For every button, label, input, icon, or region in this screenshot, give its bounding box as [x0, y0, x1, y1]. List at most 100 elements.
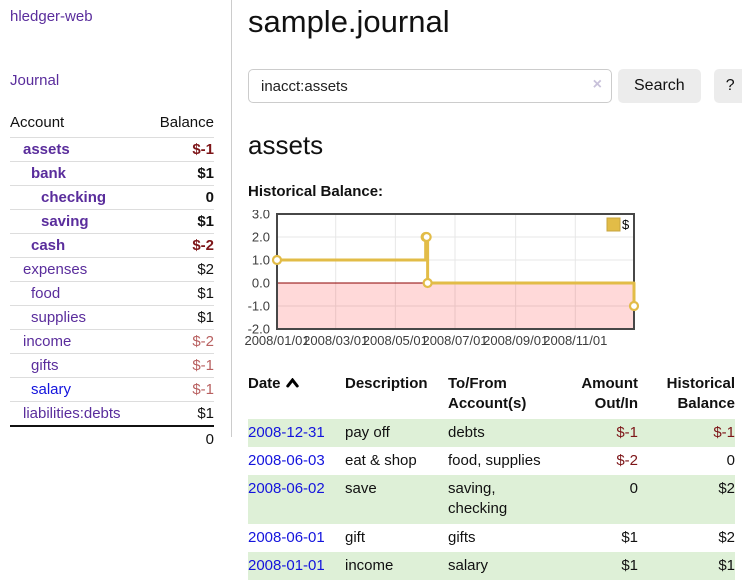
transaction-date-link[interactable]: 2008-06-02 [248, 480, 325, 497]
svg-text:2008/05/01: 2008/05/01 [363, 333, 428, 348]
account-row: bank $1 [10, 161, 214, 186]
account-balance: $-1 [192, 141, 214, 158]
transaction-balance: 0 [726, 451, 735, 469]
transaction-balance: $-1 [713, 423, 735, 441]
account-balance: $-1 [192, 381, 214, 398]
transaction-amount: $1 [621, 556, 638, 574]
transaction-description: gift [345, 528, 366, 546]
account-row: assets $-1 [10, 137, 214, 162]
transaction-date-link[interactable]: 2008-06-01 [248, 528, 325, 546]
brand-link[interactable]: hledger-web [10, 8, 93, 25]
account-balance: $1 [197, 405, 214, 422]
register-header-row: Date Description To/From Account(s) Amou… [248, 372, 735, 419]
register-header-date-label: Date [248, 375, 281, 392]
transaction-description: eat & shop [345, 451, 417, 469]
account-row: gifts $-1 [10, 353, 214, 378]
register-header-balance: Historical Balance [666, 375, 735, 413]
sidebar: hledger-web Journal Account Balance asse… [0, 0, 232, 448]
search-button[interactable]: Search [618, 69, 701, 103]
transaction-amount: 0 [629, 480, 638, 497]
chart-svg: $3.0 2.0 1.0 0.0 -1.0 -2.02008/01/012008/03/0… [244, 210, 640, 348]
accounts-header-account: Account [10, 114, 65, 131]
svg-text:2008/01/01: 2008/01/01 [244, 333, 309, 348]
accounts-header-balance: Balance [159, 114, 214, 131]
account-link-expenses[interactable]: expenses [23, 261, 88, 278]
transaction-balance: $2 [718, 528, 735, 546]
account-link-gifts[interactable]: gifts [31, 357, 59, 374]
transaction-description: save [345, 480, 377, 497]
transaction-description: pay off [345, 423, 390, 441]
account-link-income[interactable]: income [23, 333, 72, 350]
accounts-total-row: 0 [10, 426, 214, 452]
transaction-accounts: saving, checking [448, 480, 508, 518]
svg-text:1.0: 1.0 [252, 253, 270, 268]
account-link-supplies[interactable]: supplies [31, 309, 87, 326]
account-row: checking 0 [10, 185, 214, 210]
account-balance: $1 [197, 213, 214, 230]
transaction-date-link[interactable]: 2008-06-03 [248, 451, 325, 469]
transaction-amount: $-1 [616, 423, 638, 441]
account-balance: $1 [197, 285, 214, 302]
account-balance: $1 [197, 309, 214, 326]
svg-text:2008/09/01: 2008/09/01 [483, 333, 548, 348]
svg-text:2008/03/01: 2008/03/01 [303, 333, 368, 348]
transaction-accounts: gifts [448, 528, 476, 546]
transaction-date-link[interactable]: 2008-12-31 [248, 423, 325, 441]
transaction-accounts: food, supplies [448, 451, 541, 469]
account-link-saving[interactable]: saving [41, 213, 89, 230]
account-balance: $2 [197, 261, 214, 278]
account-link-liabilities-debts[interactable]: liabilities:debts [23, 405, 121, 422]
account-balance: $-2 [192, 237, 214, 254]
account-row: cash $-2 [10, 233, 214, 258]
svg-text:$: $ [622, 217, 630, 232]
sort-asc-icon [285, 377, 299, 388]
transaction-amount: $-2 [616, 451, 638, 469]
register-row: 2008-06-02 save saving, checking 0 $2 [248, 475, 735, 524]
search-input[interactable] [248, 69, 612, 103]
transaction-date-link[interactable]: 2008-01-01 [248, 556, 325, 574]
transaction-accounts: debts [448, 423, 485, 441]
account-link-checking[interactable]: checking [41, 189, 107, 206]
register-header-date[interactable]: Date [248, 372, 345, 419]
transaction-balance: $1 [718, 556, 735, 574]
register-header-amount: Amount Out/In [581, 375, 638, 413]
account-link-bank[interactable]: bank [31, 165, 67, 182]
account-row: liabilities:debts $1 [10, 401, 214, 427]
account-link-food[interactable]: food [31, 285, 61, 302]
svg-text:2008/07/01: 2008/07/01 [422, 333, 487, 348]
accounts-table: Account Balance assets $-1 bank $1 check… [10, 110, 214, 452]
register-table: Date Description To/From Account(s) Amou… [248, 372, 735, 580]
account-balance: $-2 [192, 333, 214, 350]
svg-text:-1.0: -1.0 [248, 299, 270, 314]
account-row: salary $-1 [10, 377, 214, 402]
transaction-description: income [345, 556, 394, 574]
register-row: 2008-06-01 gift gifts $1 $2 [248, 524, 735, 552]
account-row: supplies $1 [10, 305, 214, 330]
account-link-cash[interactable]: cash [31, 237, 66, 254]
register-row: 2008-06-03 eat & shop food, supplies $-2… [248, 447, 735, 475]
account-link-salary[interactable]: salary [31, 381, 72, 398]
account-row: income $-2 [10, 329, 214, 354]
svg-text:-2.0: -2.0 [248, 322, 270, 337]
chart-title: Historical Balance: [248, 183, 384, 200]
sidebar-item-journal[interactable]: Journal [10, 72, 60, 89]
page-title: sample.journal [248, 4, 450, 39]
historical-balance-chart: $3.0 2.0 1.0 0.0 -1.0 -2.0 2008/01/01 2008/03/0… [240, 210, 742, 354]
help-button[interactable]: ? [713, 69, 742, 103]
transaction-balance: $2 [718, 480, 735, 497]
accounts-total: 0 [205, 431, 214, 448]
register-header-accounts: To/From Account(s) [448, 375, 527, 413]
register-row: 2008-12-31 pay off debts $-1 $-1 [248, 418, 735, 447]
account-page-title: assets [248, 130, 324, 160]
transaction-amount: $1 [621, 528, 638, 546]
account-link-assets[interactable]: assets [23, 141, 70, 158]
clear-search-icon[interactable]: × [592, 76, 602, 93]
svg-text:2.0: 2.0 [252, 230, 270, 245]
svg-text:2008/11/01: 2008/11/01 [543, 333, 607, 348]
register-header-description: Description [345, 375, 428, 392]
search-box: × [248, 69, 612, 103]
transaction-accounts: salary [448, 556, 489, 574]
account-balance: $1 [197, 165, 214, 182]
account-balance: 0 [205, 189, 214, 206]
